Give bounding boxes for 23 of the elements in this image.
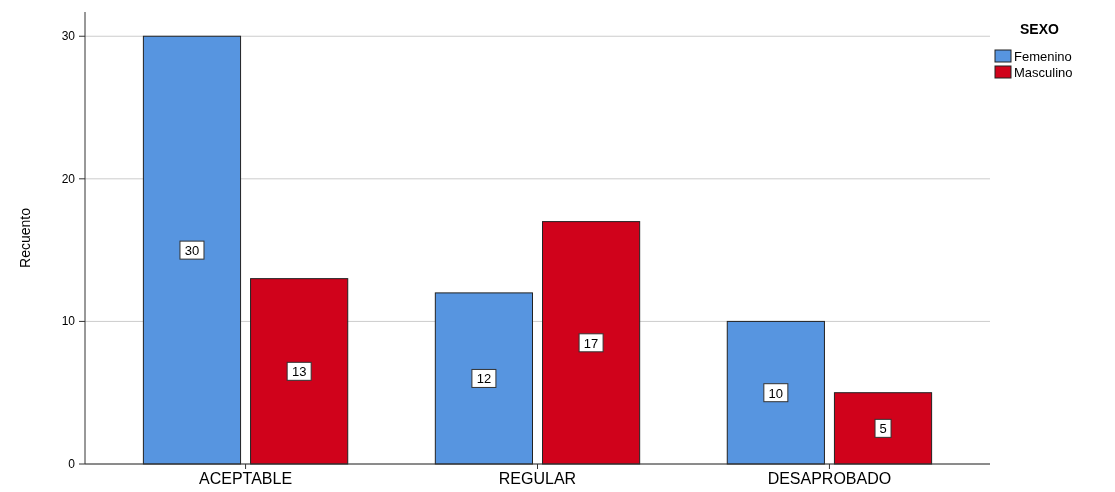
legend-label: Masculino [1014, 65, 1073, 80]
x-tick-label: REGULAR [498, 470, 577, 487]
legend-title: SEXO [1020, 21, 1060, 37]
data-label: 17 [583, 335, 599, 351]
y-tick-label: 20 [61, 171, 76, 186]
y-tick-label: 30 [61, 29, 76, 44]
bar [434, 292, 533, 465]
y-tick-label: 10 [61, 314, 76, 329]
y-tick-label: 0 [68, 457, 76, 471]
bar [726, 320, 825, 465]
bar [542, 221, 641, 465]
x-tick-label: ACEPTABLE [199, 470, 293, 487]
bar [142, 35, 242, 465]
x-tick-label: DESAPROBADO [767, 470, 892, 487]
data-label: 5 [879, 421, 887, 437]
data-label: 30 [184, 243, 200, 259]
legend-label: Femenino [1014, 49, 1072, 64]
data-label: 12 [476, 371, 492, 387]
bar [250, 278, 349, 465]
y-axis-title: Recuento [17, 207, 33, 268]
data-label: 10 [768, 385, 784, 401]
bar [833, 392, 933, 465]
data-label: 13 [291, 364, 307, 380]
